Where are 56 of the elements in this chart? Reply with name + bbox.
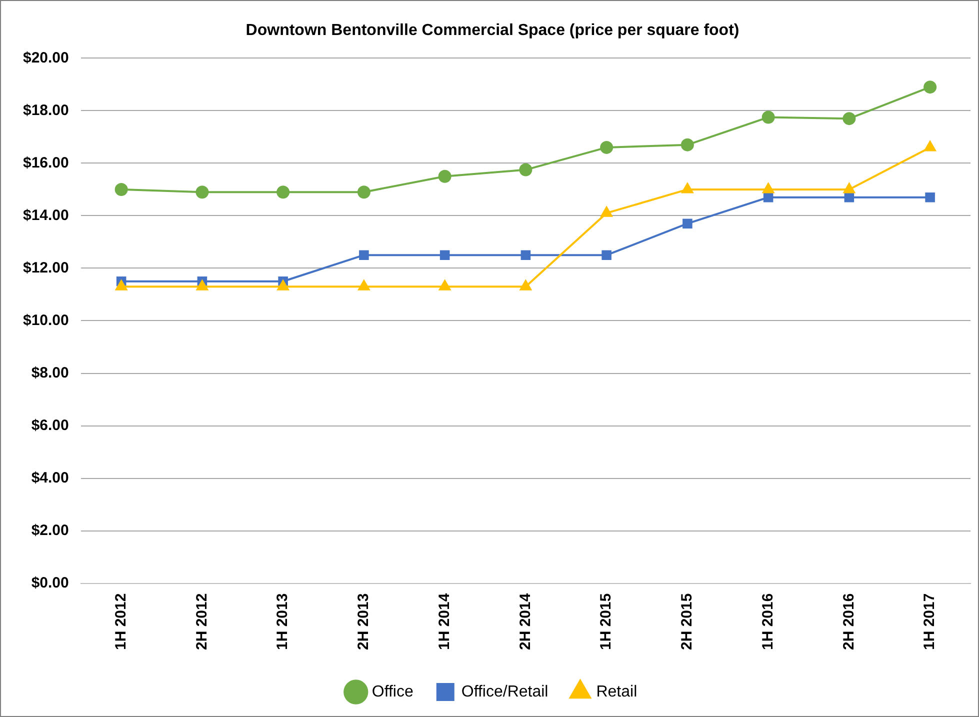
y-tick-label: $18.00 bbox=[22, 102, 69, 119]
y-tick-label: $20.00 bbox=[22, 49, 69, 66]
point bbox=[600, 140, 614, 154]
point bbox=[762, 110, 775, 124]
y-tick-label: $10.00 bbox=[22, 312, 69, 329]
point bbox=[763, 192, 774, 202]
x-tick-label: 1H 2014 bbox=[436, 592, 453, 650]
point bbox=[438, 170, 452, 183]
x-tick-label: 1H 2017 bbox=[921, 593, 938, 650]
point bbox=[843, 182, 855, 194]
y-tick-label: $14.00 bbox=[22, 206, 69, 224]
point bbox=[196, 186, 209, 199]
point bbox=[519, 163, 532, 176]
point bbox=[762, 182, 774, 194]
point bbox=[924, 140, 936, 152]
point bbox=[842, 112, 856, 126]
point bbox=[925, 192, 935, 202]
point bbox=[276, 186, 290, 199]
point bbox=[114, 182, 128, 196]
y-tick-label: $0.00 bbox=[31, 574, 69, 592]
x-tick-label: 2H 2016 bbox=[840, 593, 858, 650]
y-tick-label: $16.00 bbox=[22, 154, 69, 172]
chart-title: Downtown Bentonville Commercial Space (price per square foot) bbox=[246, 22, 740, 40]
point bbox=[359, 250, 369, 260]
point bbox=[357, 186, 370, 199]
point bbox=[600, 206, 612, 217]
x-tick-label: 2H 2014 bbox=[516, 592, 534, 650]
x-tick-label: 2H 2015 bbox=[678, 593, 696, 650]
point bbox=[358, 280, 370, 290]
legend-label: Office bbox=[372, 683, 414, 700]
point bbox=[924, 80, 937, 94]
y-tick-label: $2.00 bbox=[31, 522, 69, 539]
point bbox=[440, 250, 450, 260]
point bbox=[682, 182, 694, 194]
y-tick-label: $6.00 bbox=[31, 416, 69, 434]
point bbox=[680, 138, 694, 152]
x-tick-label: 1H 2016 bbox=[759, 593, 776, 650]
x-tick-label: 1H 2012 bbox=[112, 593, 130, 650]
x-tick-label: 2H 2013 bbox=[355, 593, 372, 650]
x-tick-label: 1H 2013 bbox=[274, 593, 292, 650]
y-tick-label: $8.00 bbox=[31, 364, 69, 382]
y-tick-label: $12.00 bbox=[22, 259, 69, 276]
legend-label: Retail bbox=[596, 683, 638, 700]
y-tick-label: $4.00 bbox=[31, 469, 69, 486]
point bbox=[439, 280, 451, 290]
legend-label: Office/Retail bbox=[461, 683, 548, 700]
x-tick-label: 2H 2012 bbox=[193, 593, 210, 650]
point bbox=[277, 280, 289, 290]
point bbox=[196, 280, 208, 290]
point bbox=[116, 280, 128, 290]
point bbox=[602, 250, 612, 260]
x-tick-label: 1H 2015 bbox=[598, 593, 615, 650]
point bbox=[520, 250, 531, 260]
point bbox=[844, 192, 854, 202]
point bbox=[520, 280, 532, 290]
point bbox=[682, 218, 692, 228]
